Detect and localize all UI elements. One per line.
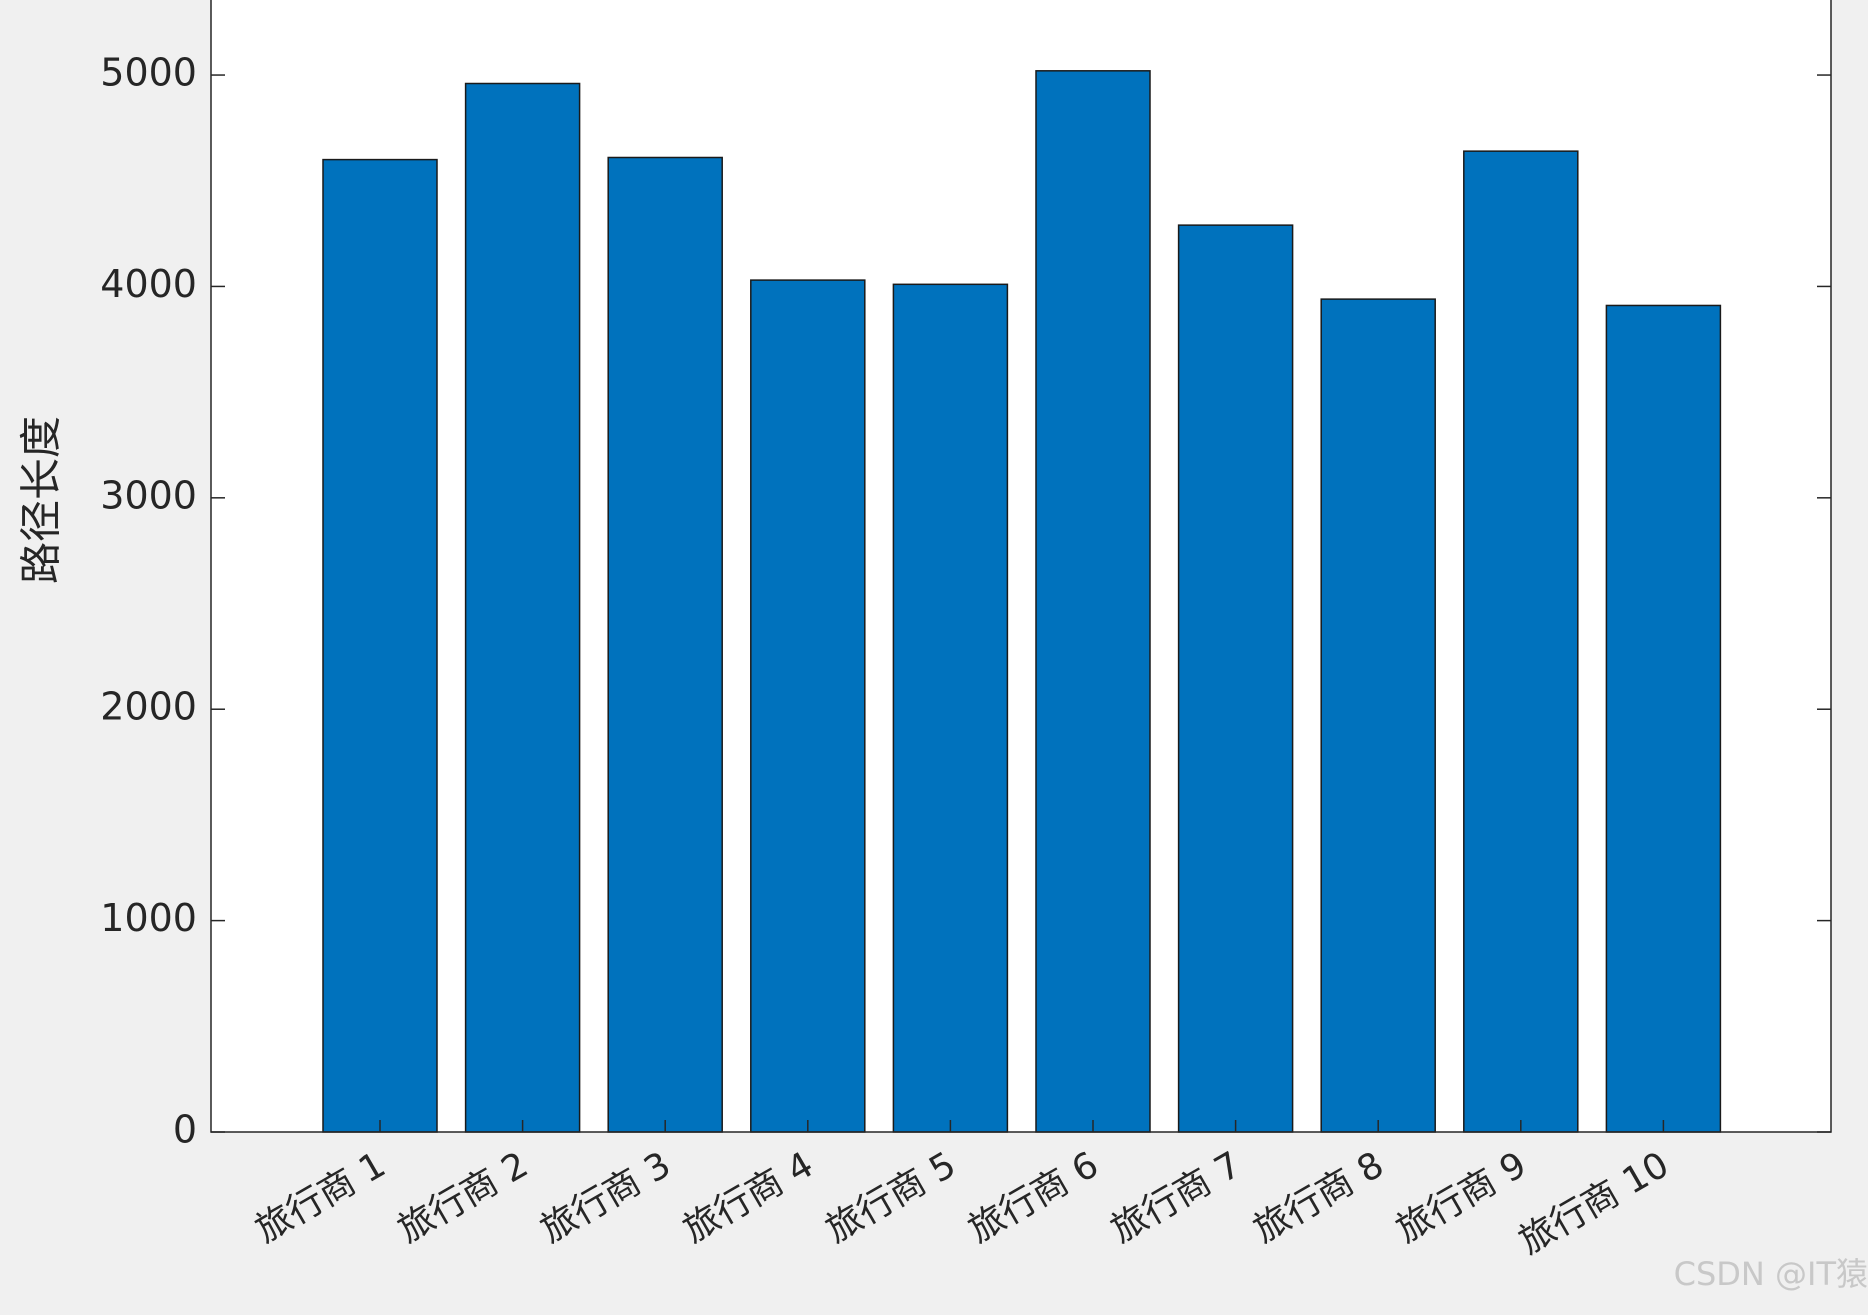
y-axis-label: 路径长度: [17, 416, 66, 584]
bar: [1035, 70, 1151, 1133]
x-tick-label: 旅行商 5: [819, 1144, 963, 1251]
x-tick-label: 旅行商 8: [1247, 1144, 1391, 1251]
x-tick-label: 旅行商 7: [1104, 1144, 1248, 1251]
x-tick-label: 旅行商 10: [1512, 1144, 1676, 1262]
bar: [750, 279, 866, 1133]
x-tick-label: 旅行商 6: [962, 1144, 1106, 1251]
y-tick-label: 2000: [100, 685, 197, 729]
x-tick-label: 旅行商 4: [677, 1144, 821, 1251]
y-tick-label: 3000: [100, 473, 197, 517]
x-tick-label: 旅行商 9: [1390, 1144, 1534, 1251]
bar: [1463, 150, 1579, 1133]
x-tick-label: 旅行商 2: [391, 1144, 535, 1251]
y-tick-label: 5000: [100, 51, 197, 95]
x-tick-label: 旅行商 1: [249, 1144, 393, 1251]
bar: [322, 158, 438, 1133]
bar: [892, 283, 1009, 1133]
y-tick-label: 1000: [100, 896, 197, 940]
watermark: CSDN @IT猿: [1674, 1255, 1868, 1293]
axes-frame: [210, 0, 1832, 1133]
y-tick-label: 4000: [100, 262, 197, 306]
x-tick-label: 旅行商 3: [534, 1144, 678, 1251]
bar: [607, 156, 723, 1133]
plot-area: [211, 0, 1831, 1132]
bar: [464, 82, 581, 1133]
bar: [1177, 224, 1294, 1133]
y-tick-label: 0: [173, 1108, 197, 1152]
bar: [1320, 298, 1436, 1133]
bar: [1605, 304, 1722, 1133]
